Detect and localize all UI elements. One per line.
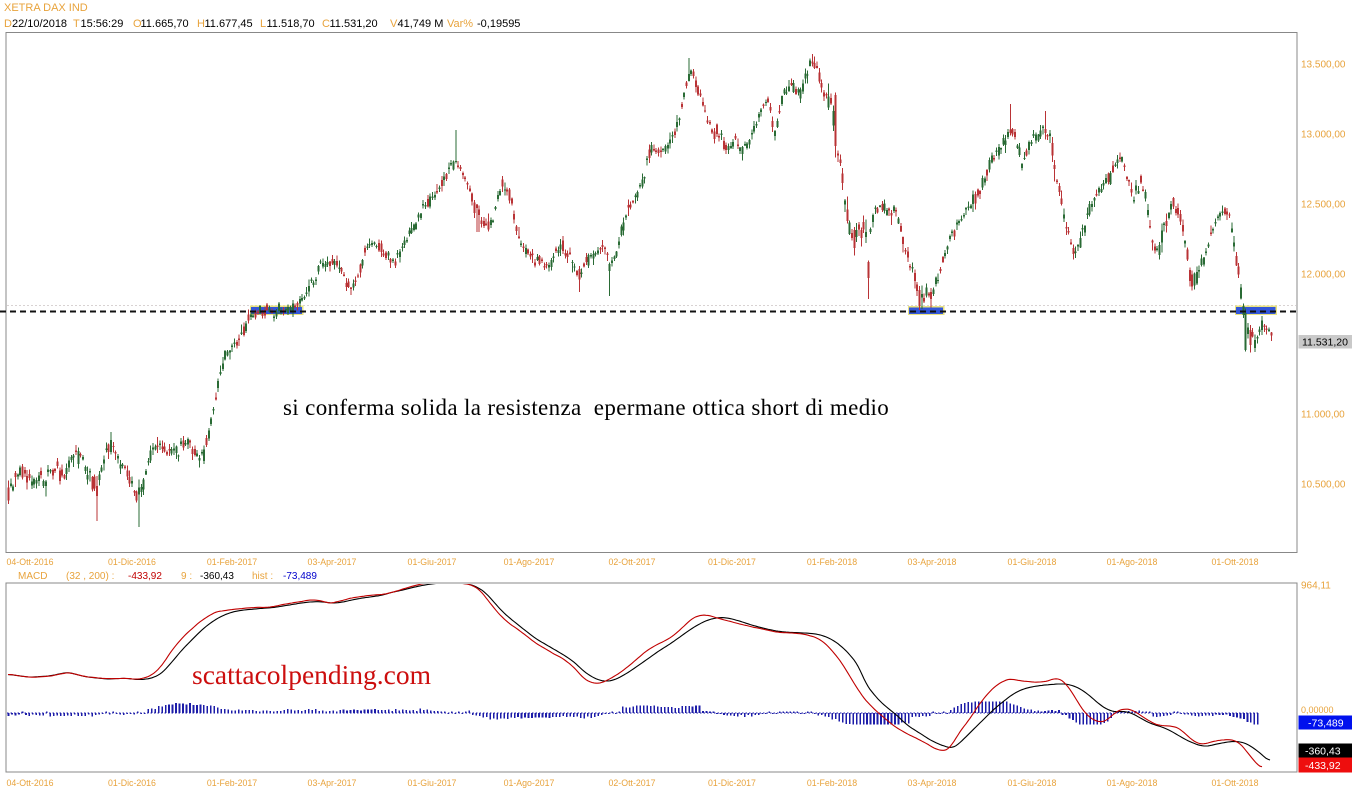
svg-text:13.500,00: 13.500,00 [1301, 60, 1346, 71]
svg-text:02-Ott-2017: 02-Ott-2017 [609, 778, 656, 788]
svg-text:03-Apr-2017: 03-Apr-2017 [308, 778, 357, 788]
svg-text:scattacolpending.com: scattacolpending.com [192, 659, 431, 690]
svg-text:01-Giu-2018: 01-Giu-2018 [1008, 557, 1057, 567]
svg-text:03-Apr-2018: 03-Apr-2018 [908, 778, 957, 788]
svg-text:01-Giu-2017: 01-Giu-2017 [408, 557, 457, 567]
svg-text:01-Dic-2017: 01-Dic-2017 [708, 557, 756, 567]
svg-text:-73,489: -73,489 [1308, 718, 1344, 730]
svg-text:11.000,00: 11.000,00 [1301, 410, 1345, 421]
svg-text:01-Dic-2016: 01-Dic-2016 [108, 778, 156, 788]
svg-text:01-Feb-2017: 01-Feb-2017 [207, 778, 257, 788]
svg-text:-360,43: -360,43 [1305, 746, 1341, 758]
svg-text:02-Ott-2017: 02-Ott-2017 [609, 557, 656, 567]
svg-text:si conferma solida la resisten: si conferma solida la resistenza eperman… [283, 395, 889, 420]
svg-text:11.531,20: 11.531,20 [1302, 337, 1348, 349]
svg-text:01-Feb-2018: 01-Feb-2018 [807, 778, 857, 788]
svg-text:04-Ott-2016: 04-Ott-2016 [7, 557, 54, 567]
svg-text:01-Ago-2018: 01-Ago-2018 [1107, 557, 1158, 567]
svg-text:03-Apr-2018: 03-Apr-2018 [908, 557, 957, 567]
svg-text:01-Ago-2017: 01-Ago-2017 [504, 557, 555, 567]
svg-text:964,11: 964,11 [1301, 581, 1331, 592]
svg-text:01-Ago-2017: 01-Ago-2017 [504, 778, 555, 788]
svg-text:01-Ago-2018: 01-Ago-2018 [1107, 778, 1158, 788]
svg-text:01-Feb-2017: 01-Feb-2017 [207, 557, 257, 567]
svg-text:03-Apr-2017: 03-Apr-2017 [308, 557, 357, 567]
svg-text:01-Giu-2018: 01-Giu-2018 [1008, 778, 1057, 788]
svg-text:10.500,00: 10.500,00 [1301, 480, 1346, 491]
svg-text:12.000,00: 12.000,00 [1301, 270, 1346, 281]
svg-text:01-Giu-2017: 01-Giu-2017 [408, 778, 457, 788]
svg-text:01-Ott-2018: 01-Ott-2018 [1212, 778, 1259, 788]
svg-text:01-Ott-2018: 01-Ott-2018 [1212, 557, 1259, 567]
svg-text:13.000,00: 13.000,00 [1301, 130, 1346, 141]
svg-text:01-Dic-2016: 01-Dic-2016 [108, 557, 156, 567]
svg-text:04-Ott-2016: 04-Ott-2016 [7, 778, 54, 788]
svg-text:XETRA DAX IND: XETRA DAX IND [4, 2, 88, 14]
svg-text:-433,92: -433,92 [1305, 760, 1341, 772]
svg-text:01-Dic-2017: 01-Dic-2017 [708, 778, 756, 788]
svg-text:12.500,00: 12.500,00 [1301, 200, 1346, 211]
svg-text:01-Feb-2018: 01-Feb-2018 [807, 557, 857, 567]
svg-text:MACD(32 , 200) :-433,929 :-360: MACD (32 , 200) : -433,92 9 : -360,43 hist :-… [18, 571, 317, 582]
svg-text:0,00000: 0,00000 [1301, 705, 1334, 715]
